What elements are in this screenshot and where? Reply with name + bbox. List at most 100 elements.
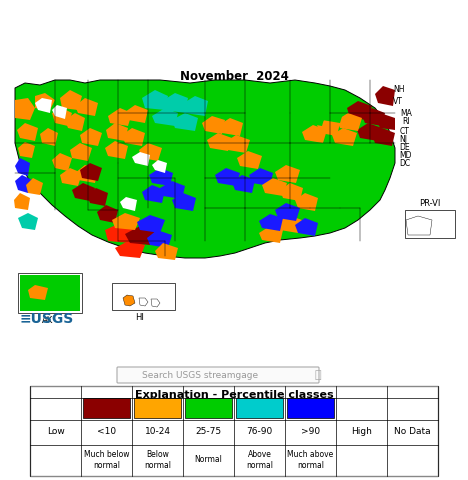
Polygon shape bbox=[112, 213, 140, 230]
Polygon shape bbox=[28, 285, 48, 300]
Text: Search USGS streamgage: Search USGS streamgage bbox=[142, 371, 258, 380]
Polygon shape bbox=[52, 153, 72, 171]
Polygon shape bbox=[123, 295, 135, 306]
Text: 76-90: 76-90 bbox=[246, 427, 273, 435]
Polygon shape bbox=[15, 158, 30, 176]
Polygon shape bbox=[75, 98, 98, 116]
Bar bbox=[30, 386, 438, 476]
Polygon shape bbox=[172, 193, 196, 211]
Polygon shape bbox=[14, 193, 30, 210]
Polygon shape bbox=[295, 193, 318, 211]
Polygon shape bbox=[337, 113, 362, 131]
Polygon shape bbox=[18, 142, 35, 158]
Text: 25-75: 25-75 bbox=[196, 427, 221, 435]
Text: Explanation - Percentile classes: Explanation - Percentile classes bbox=[135, 390, 333, 400]
Polygon shape bbox=[60, 90, 82, 110]
Polygon shape bbox=[357, 123, 382, 141]
Polygon shape bbox=[372, 128, 395, 146]
Polygon shape bbox=[60, 168, 82, 186]
Polygon shape bbox=[215, 168, 240, 186]
Bar bbox=[287, 398, 334, 418]
Text: HI: HI bbox=[136, 313, 145, 322]
Polygon shape bbox=[15, 175, 32, 193]
Polygon shape bbox=[347, 101, 372, 120]
Polygon shape bbox=[48, 282, 64, 295]
Polygon shape bbox=[17, 123, 38, 141]
Polygon shape bbox=[302, 108, 326, 126]
Polygon shape bbox=[262, 178, 287, 196]
Polygon shape bbox=[40, 128, 58, 146]
Text: No Data: No Data bbox=[394, 427, 431, 435]
Polygon shape bbox=[377, 114, 395, 130]
Text: <10: <10 bbox=[97, 427, 116, 435]
Polygon shape bbox=[106, 123, 128, 141]
Text: 10-24: 10-24 bbox=[145, 427, 170, 435]
Polygon shape bbox=[87, 188, 108, 206]
Polygon shape bbox=[155, 243, 178, 260]
Polygon shape bbox=[259, 214, 283, 231]
Polygon shape bbox=[142, 185, 165, 203]
Polygon shape bbox=[18, 213, 38, 230]
Polygon shape bbox=[160, 181, 185, 199]
Polygon shape bbox=[80, 128, 102, 146]
Polygon shape bbox=[317, 118, 340, 136]
Polygon shape bbox=[162, 93, 188, 113]
Polygon shape bbox=[120, 197, 137, 211]
Polygon shape bbox=[207, 133, 232, 151]
Polygon shape bbox=[75, 165, 98, 183]
Polygon shape bbox=[125, 105, 148, 123]
Polygon shape bbox=[375, 86, 395, 106]
Polygon shape bbox=[15, 98, 35, 120]
Polygon shape bbox=[52, 108, 72, 126]
Text: NH: NH bbox=[393, 85, 404, 95]
Polygon shape bbox=[132, 152, 150, 166]
Text: Above
normal: Above normal bbox=[246, 450, 273, 470]
Text: RI: RI bbox=[402, 118, 410, 127]
Polygon shape bbox=[295, 218, 318, 236]
Polygon shape bbox=[172, 113, 198, 131]
Polygon shape bbox=[259, 226, 283, 243]
Polygon shape bbox=[151, 299, 160, 307]
Polygon shape bbox=[139, 143, 162, 161]
Bar bbox=[236, 398, 283, 418]
Polygon shape bbox=[35, 93, 55, 110]
Text: DC: DC bbox=[399, 159, 410, 168]
Text: MD: MD bbox=[399, 152, 411, 160]
Text: ⌕: ⌕ bbox=[314, 370, 322, 380]
Polygon shape bbox=[125, 226, 155, 245]
Text: PR-VI: PR-VI bbox=[419, 199, 441, 208]
Text: Much above
normal: Much above normal bbox=[287, 450, 334, 470]
Text: ≡USGS: ≡USGS bbox=[20, 312, 74, 326]
Text: Much below
normal: Much below normal bbox=[84, 450, 129, 470]
Polygon shape bbox=[70, 143, 92, 161]
Polygon shape bbox=[105, 223, 135, 243]
Polygon shape bbox=[122, 128, 145, 146]
Polygon shape bbox=[182, 96, 208, 116]
Polygon shape bbox=[35, 98, 52, 113]
Polygon shape bbox=[406, 216, 432, 235]
Polygon shape bbox=[249, 168, 273, 186]
Polygon shape bbox=[97, 205, 118, 223]
Polygon shape bbox=[65, 113, 85, 131]
Text: >90: >90 bbox=[301, 427, 320, 435]
FancyBboxPatch shape bbox=[117, 367, 319, 383]
Polygon shape bbox=[237, 151, 262, 169]
Text: NJ: NJ bbox=[399, 135, 407, 144]
Polygon shape bbox=[80, 163, 102, 181]
Polygon shape bbox=[142, 90, 168, 110]
Polygon shape bbox=[137, 215, 165, 233]
Text: CT: CT bbox=[400, 127, 410, 135]
Polygon shape bbox=[149, 168, 173, 186]
Polygon shape bbox=[52, 105, 67, 119]
Polygon shape bbox=[139, 298, 148, 306]
Polygon shape bbox=[302, 125, 327, 143]
Polygon shape bbox=[225, 135, 250, 153]
Polygon shape bbox=[232, 175, 255, 193]
Text: VT: VT bbox=[393, 96, 403, 106]
Text: November  2024: November 2024 bbox=[180, 70, 288, 83]
Polygon shape bbox=[219, 118, 243, 136]
Polygon shape bbox=[319, 105, 344, 123]
Text: Low: Low bbox=[47, 427, 65, 435]
Polygon shape bbox=[15, 80, 395, 258]
Bar bbox=[83, 398, 130, 418]
